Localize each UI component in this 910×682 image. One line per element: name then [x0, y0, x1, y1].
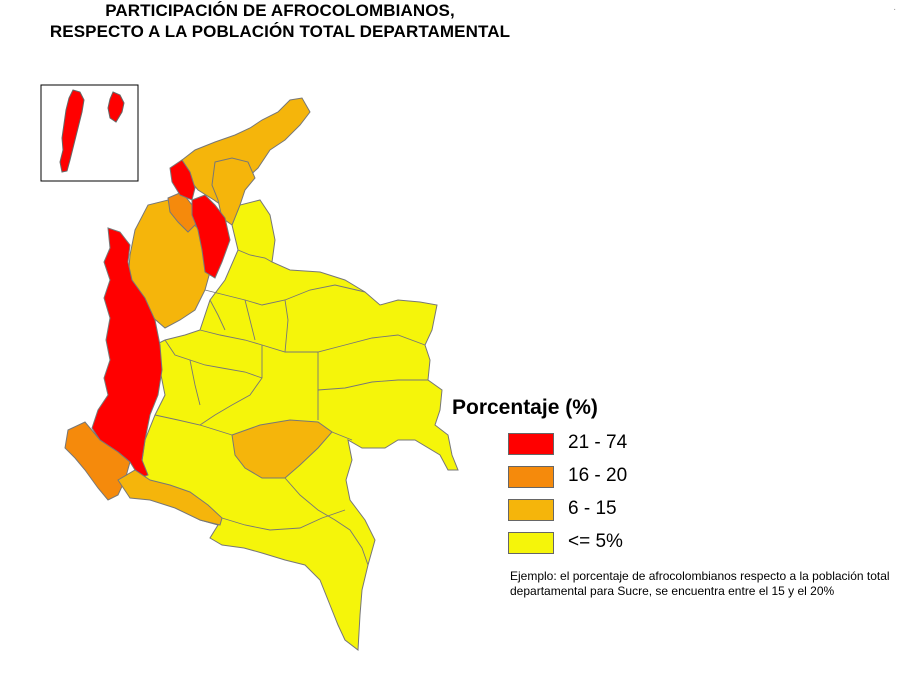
inset-frame: [40, 84, 139, 182]
corner-mark: ·: [893, 4, 897, 15]
region-cesar: [211, 157, 256, 226]
legend-swatch-amber: [508, 499, 554, 521]
region-bolivar: [169, 159, 196, 201]
legend-swatch-red: [508, 433, 554, 455]
example-note: Ejemplo: el porcentaje de afrocolombiano…: [510, 569, 890, 598]
legend-swatch-orange: [508, 466, 554, 488]
map-title-line-1: PARTICIPACIÓN DE AFROCOLOMBIANOS,: [105, 1, 455, 20]
region-bolivar-south: [191, 194, 231, 279]
map-title-line-2: RESPECTO A LA POBLACIÓN TOTAL DEPARTAMEN…: [49, 22, 511, 41]
map-title: PARTICIPACIÓN DE AFROCOLOMBIANOS, RESPEC…: [0, 0, 560, 42]
legend-label: 21 - 74: [568, 432, 628, 453]
inset-island-san-andres: [59, 89, 85, 173]
region-guaviare: [231, 419, 333, 479]
legend-title: Porcentaje (%): [452, 396, 598, 419]
department-boundaries: [154, 249, 428, 566]
region-caribbean-north: [181, 97, 311, 211]
legend-swatch-yellow: [508, 532, 554, 554]
legend-label: <= 5%: [568, 531, 623, 552]
inset-island-providencia: [107, 91, 125, 123]
region-narino: [64, 421, 131, 501]
legend-label: 6 - 15: [568, 498, 617, 519]
legend-label: 16 - 20: [568, 465, 628, 486]
